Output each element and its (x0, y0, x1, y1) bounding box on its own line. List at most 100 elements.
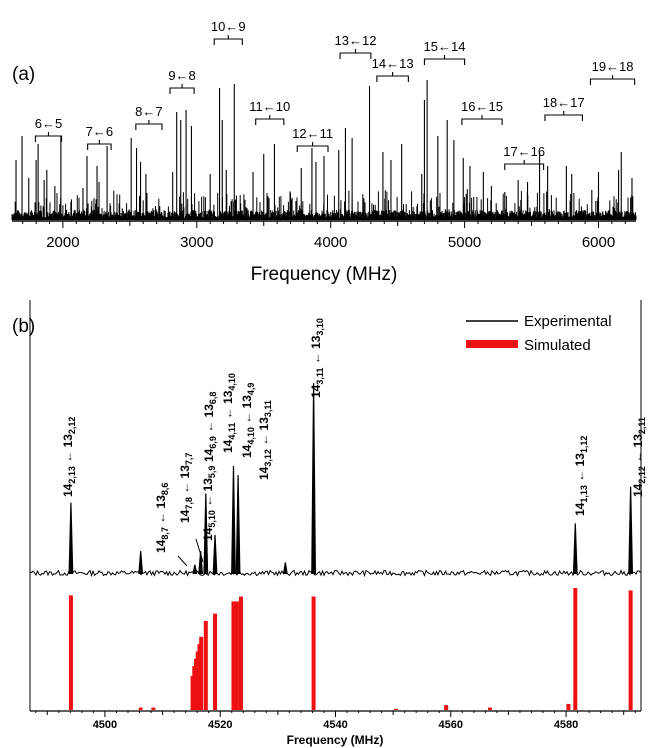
experimental-peak (282, 562, 288, 575)
panel-a-tick-label: 5000 (448, 234, 481, 251)
band-bracket (255, 115, 285, 125)
band-label: 19←18 (592, 59, 634, 74)
simulated-line (573, 588, 578, 710)
transition-label: 148,7 ← 138,6 (154, 483, 170, 553)
band-bracket (589, 75, 636, 85)
band-annotation: 8←7 (135, 104, 163, 130)
band-annotation: 10←9 (211, 19, 246, 45)
transition-label: 142,12 ← 132,11 (631, 417, 647, 497)
experimental-peak (231, 465, 236, 575)
panel-b-tick-label: 4520 (208, 719, 232, 731)
band-label: 13←12 (335, 33, 377, 48)
band-bracket (169, 84, 195, 94)
simulated-line (444, 705, 449, 710)
simulated-line (199, 636, 204, 710)
experimental-noise (29, 569, 641, 578)
experimental-peak (212, 534, 218, 575)
transition-label: 147,8 ← 137,7 (178, 453, 194, 523)
band-annotation: 11←10 (249, 99, 290, 125)
transition-label: 141,13 ← 131,12 (573, 436, 589, 516)
band-bracket (339, 49, 372, 59)
simulated-line (151, 707, 156, 710)
band-annotation: 18←17 (543, 95, 585, 121)
band-annotation: 15←14 (423, 39, 466, 65)
experimental-peak (68, 502, 74, 575)
legend-experimental-label: Experimental (524, 313, 612, 330)
band-label: 17←16 (503, 144, 545, 159)
band-bracket (376, 72, 409, 82)
simulated-line (487, 707, 492, 710)
simulated-line (628, 590, 633, 710)
band-label: 9←8 (168, 68, 195, 83)
panel-b-tick-label: 4500 (93, 719, 117, 731)
panel-b-experimental-trace (29, 383, 641, 578)
experimental-peak (192, 564, 198, 575)
panel-b-simulated-area (30, 580, 641, 711)
band-label: 7←6 (86, 124, 113, 139)
band-annotation: 13←12 (335, 33, 377, 59)
experimental-peak (138, 550, 144, 575)
simulated-line (213, 613, 218, 710)
experimental-peak (311, 383, 316, 575)
panel-a-label: (a) (12, 64, 35, 85)
transition-label: 142,13 ← 132,12 (61, 417, 77, 497)
band-annotation: 7←6 (86, 124, 113, 150)
legend: Experimental Simulated (466, 313, 612, 354)
panel-a-x-axis-label: Frequency (MHz) (251, 264, 398, 285)
band-bracket (34, 132, 63, 142)
simulated-line (566, 703, 571, 710)
panel-b-peak-labels: 142,13 ← 132,12 148,7 ← 138,6 147,8 ← 137,… (61, 318, 647, 567)
band-annotation: 6←5 (35, 116, 62, 142)
simulated-line (311, 596, 316, 710)
panel-a-ticks: 2000 3000 4000 5000 6000 (22, 221, 626, 251)
band-bracket (423, 55, 466, 65)
band-label: 16←15 (461, 99, 503, 114)
band-label: 18←17 (543, 95, 585, 110)
band-annotation: 19←18 (589, 59, 636, 85)
panel-a-tick-label: 6000 (582, 234, 615, 251)
band-label: 14←13 (372, 56, 414, 71)
panel-b: (b) Experimental Simulated 142,13 ← 132,… (12, 300, 647, 747)
simulated-line (68, 595, 73, 710)
band-bracket (87, 140, 112, 150)
transition-label: 146,9 ← 136,8 (202, 392, 218, 462)
band-bracket (544, 111, 583, 121)
label-pointer (195, 538, 204, 563)
band-bracket (135, 120, 163, 130)
transition-label: 144,10 ← 134,9 (240, 383, 256, 458)
panel-a-spectrum (11, 80, 637, 220)
simulated-line (231, 601, 236, 710)
panel-b-tick-label: 4560 (439, 719, 463, 731)
panel-b-ticks: 4500 4520 4540 4560 4580 (35, 711, 636, 731)
band-bracket (461, 115, 503, 125)
band-annotation: 16←15 (461, 99, 503, 125)
panel-b-tick-label: 4540 (323, 719, 347, 731)
simulated-line (234, 601, 239, 710)
band-annotation: 12←11 (292, 126, 333, 152)
band-annotation: 17←16 (503, 144, 545, 170)
experimental-peak (628, 486, 634, 575)
band-label: 15←14 (424, 39, 466, 54)
legend-simulated-swatch (466, 340, 518, 348)
panel-b-simulated-bars (68, 588, 633, 710)
band-bracket (504, 160, 545, 170)
band-label: 11←10 (249, 99, 290, 114)
transition-label: 145,10 ← 135,9 (201, 466, 217, 541)
band-annotation: 14←13 (372, 56, 414, 82)
band-label: 8←7 (135, 104, 162, 119)
panel-a-tick-label: 2000 (46, 234, 79, 251)
simulated-line (203, 620, 208, 710)
transition-label: 143,12 ← 133,11 (257, 400, 273, 480)
panel-b-tick-label: 4580 (554, 719, 578, 731)
band-annotation: 9←8 (168, 68, 196, 94)
label-pointer (177, 555, 188, 567)
band-label: 12←11 (292, 126, 333, 141)
panel-a-tick-label: 3000 (180, 234, 213, 251)
transition-label: 144,11 ← 134,10 (221, 373, 237, 453)
band-bracket (213, 35, 243, 45)
band-label: 10←9 (211, 19, 246, 34)
transition-label: 143,11 ← 133,10 (309, 318, 325, 398)
legend-simulated-label: Simulated (524, 337, 591, 354)
